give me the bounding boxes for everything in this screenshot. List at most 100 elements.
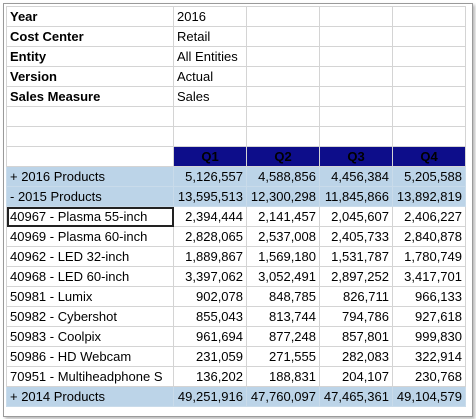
data-cell[interactable]: 813,744	[246, 306, 320, 327]
data-cell[interactable]: 2,406,227	[392, 206, 466, 227]
data-cell[interactable]: 136,202	[173, 366, 247, 387]
data-cell[interactable]: 11,845,866	[319, 186, 393, 207]
empty-cell[interactable]	[392, 106, 466, 127]
data-cell[interactable]: 1,889,867	[173, 246, 247, 267]
pov-label[interactable]: Cost Center	[6, 26, 174, 47]
empty-cell[interactable]	[319, 106, 393, 127]
data-cell[interactable]: 2,537,008	[246, 226, 320, 247]
empty-cell[interactable]	[392, 46, 466, 67]
data-cell[interactable]: 231,059	[173, 346, 247, 367]
group-member-label[interactable]: + 2014 Products	[6, 386, 174, 407]
data-cell[interactable]: 999,830	[392, 326, 466, 347]
quarter-header-q2[interactable]: Q2	[246, 146, 320, 167]
empty-cell[interactable]	[173, 126, 247, 147]
product-member-label[interactable]: 70951 - Multiheadphone S	[6, 366, 174, 387]
empty-cell[interactable]	[6, 106, 174, 127]
empty-cell[interactable]	[392, 86, 466, 107]
empty-cell[interactable]	[392, 126, 466, 147]
empty-cell[interactable]	[319, 66, 393, 87]
pov-value[interactable]: Retail	[173, 26, 247, 47]
data-cell[interactable]: 848,785	[246, 286, 320, 307]
data-cell[interactable]: 5,205,588	[392, 166, 466, 187]
empty-cell[interactable]	[392, 66, 466, 87]
data-cell[interactable]: 204,107	[319, 366, 393, 387]
quarter-header-q3[interactable]: Q3	[319, 146, 393, 167]
empty-cell[interactable]	[246, 66, 320, 87]
data-cell[interactable]: 49,251,916	[173, 386, 247, 407]
data-cell[interactable]: 4,588,856	[246, 166, 320, 187]
data-cell[interactable]: 230,768	[392, 366, 466, 387]
data-cell[interactable]: 282,083	[319, 346, 393, 367]
data-cell[interactable]: 902,078	[173, 286, 247, 307]
data-cell[interactable]: 2,394,444	[173, 206, 247, 227]
empty-cell[interactable]	[319, 6, 393, 27]
data-cell[interactable]: 188,831	[246, 366, 320, 387]
data-cell[interactable]: 271,555	[246, 346, 320, 367]
data-cell[interactable]: 2,045,607	[319, 206, 393, 227]
data-cell[interactable]: 1,569,180	[246, 246, 320, 267]
data-cell[interactable]: 2,828,065	[173, 226, 247, 247]
data-cell[interactable]: 49,104,579	[392, 386, 466, 407]
data-cell[interactable]: 47,760,097	[246, 386, 320, 407]
empty-cell[interactable]	[246, 6, 320, 27]
empty-cell[interactable]	[319, 46, 393, 67]
data-cell[interactable]: 966,133	[392, 286, 466, 307]
group-member-label[interactable]: - 2015 Products	[6, 186, 174, 207]
data-cell[interactable]: 4,456,384	[319, 166, 393, 187]
data-cell[interactable]: 47,465,361	[319, 386, 393, 407]
empty-cell[interactable]	[319, 126, 393, 147]
empty-cell[interactable]	[392, 6, 466, 27]
data-cell[interactable]: 5,126,557	[173, 166, 247, 187]
data-cell[interactable]: 3,417,701	[392, 266, 466, 287]
data-cell[interactable]: 13,892,819	[392, 186, 466, 207]
data-cell[interactable]: 3,052,491	[246, 266, 320, 287]
quarter-header-q4[interactable]: Q4	[392, 146, 466, 167]
data-cell[interactable]: 877,248	[246, 326, 320, 347]
product-member-label[interactable]: 50986 - HD Webcam	[6, 346, 174, 367]
data-cell[interactable]: 2,141,457	[246, 206, 320, 227]
data-cell[interactable]: 857,801	[319, 326, 393, 347]
empty-cell[interactable]	[246, 46, 320, 67]
empty-cell[interactable]	[246, 126, 320, 147]
product-member-label[interactable]: 40962 - LED 32-inch	[6, 246, 174, 267]
data-cell[interactable]: 2,405,733	[319, 226, 393, 247]
product-member-label[interactable]: 40967 - Plasma 55-inch	[6, 206, 174, 227]
pov-value[interactable]: All Entities	[173, 46, 247, 67]
empty-cell[interactable]	[246, 26, 320, 47]
data-cell[interactable]: 2,840,878	[392, 226, 466, 247]
product-member-label[interactable]: 40969 - Plasma 60-inch	[6, 226, 174, 247]
pov-label[interactable]: Sales Measure	[6, 86, 174, 107]
pov-label[interactable]: Year	[6, 6, 174, 27]
pov-value[interactable]: Actual	[173, 66, 247, 87]
pov-value[interactable]: 2016	[173, 6, 247, 27]
empty-cell[interactable]	[6, 126, 174, 147]
group-member-label[interactable]: + 2016 Products	[6, 166, 174, 187]
data-cell[interactable]: 322,914	[392, 346, 466, 367]
data-cell[interactable]: 826,711	[319, 286, 393, 307]
data-cell[interactable]: 961,694	[173, 326, 247, 347]
data-cell[interactable]: 1,780,749	[392, 246, 466, 267]
empty-cell[interactable]	[246, 106, 320, 127]
pov-label[interactable]: Entity	[6, 46, 174, 67]
data-cell[interactable]: 2,897,252	[319, 266, 393, 287]
pov-label[interactable]: Version	[6, 66, 174, 87]
empty-cell[interactable]	[319, 26, 393, 47]
data-cell[interactable]: 927,618	[392, 306, 466, 327]
product-member-label[interactable]: 40968 - LED 60-inch	[6, 266, 174, 287]
data-cell[interactable]: 13,595,513	[173, 186, 247, 207]
data-cell[interactable]: 794,786	[319, 306, 393, 327]
data-cell[interactable]: 12,300,298	[246, 186, 320, 207]
empty-cell[interactable]	[319, 86, 393, 107]
quarter-header-q1[interactable]: Q1	[173, 146, 247, 167]
pov-value[interactable]: Sales	[173, 86, 247, 107]
empty-cell[interactable]	[246, 86, 320, 107]
empty-cell[interactable]	[6, 146, 174, 167]
product-member-label[interactable]: 50981 - Lumix	[6, 286, 174, 307]
data-cell[interactable]: 1,531,787	[319, 246, 393, 267]
product-member-label[interactable]: 50982 - Cybershot	[6, 306, 174, 327]
empty-cell[interactable]	[173, 106, 247, 127]
empty-cell[interactable]	[392, 26, 466, 47]
data-cell[interactable]: 3,397,062	[173, 266, 247, 287]
product-member-label[interactable]: 50983 - Coolpix	[6, 326, 174, 347]
data-cell[interactable]: 855,043	[173, 306, 247, 327]
